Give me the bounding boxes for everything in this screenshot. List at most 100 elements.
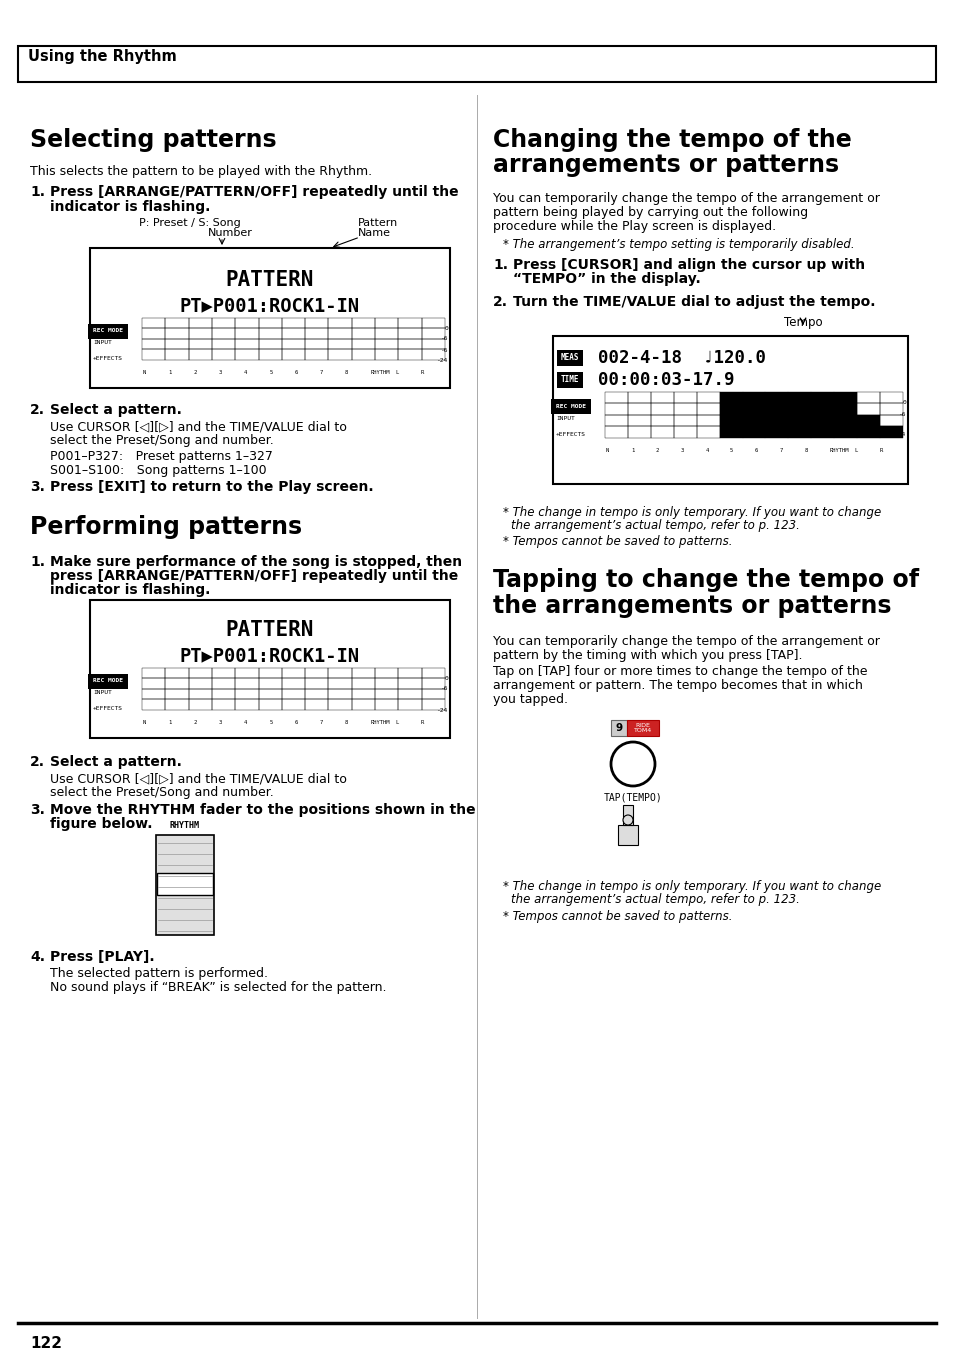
Bar — [604, 426, 627, 438]
Text: 3.: 3. — [30, 480, 45, 494]
Bar — [165, 317, 189, 328]
Bar — [673, 403, 696, 415]
Bar — [833, 426, 856, 438]
Bar — [189, 317, 212, 328]
Text: 7: 7 — [779, 449, 782, 454]
Bar — [305, 339, 328, 349]
Bar — [553, 336, 907, 484]
Text: pattern being played by carrying out the following: pattern being played by carrying out the… — [493, 205, 807, 219]
Bar — [375, 698, 398, 709]
Bar — [627, 392, 650, 403]
Bar — [622, 805, 633, 825]
Bar — [328, 698, 352, 709]
Text: PT▶P001:ROCK1-IN: PT▶P001:ROCK1-IN — [180, 296, 359, 316]
Bar — [142, 678, 165, 689]
Text: 3.: 3. — [30, 802, 45, 817]
Text: RHYTHM: RHYTHM — [828, 449, 848, 454]
Bar — [352, 667, 375, 678]
Circle shape — [622, 815, 633, 825]
Text: arrangements or patterns: arrangements or patterns — [493, 153, 839, 177]
Text: figure below.: figure below. — [50, 817, 152, 831]
Bar — [142, 328, 165, 339]
Text: 8: 8 — [803, 449, 807, 454]
Bar — [764, 415, 787, 426]
Bar — [626, 720, 659, 736]
Text: 2: 2 — [193, 370, 196, 376]
Bar — [627, 403, 650, 415]
Text: L: L — [395, 370, 398, 376]
Text: “TEMPO” in the display.: “TEMPO” in the display. — [513, 272, 700, 286]
Bar — [165, 689, 189, 698]
Bar — [281, 678, 305, 689]
Bar — [627, 415, 650, 426]
Text: indicator is flashing.: indicator is flashing. — [50, 584, 211, 597]
Text: 1: 1 — [168, 720, 172, 725]
Text: 0: 0 — [444, 326, 448, 331]
Bar — [856, 426, 880, 438]
Text: * The arrangement’s tempo setting is temporarily disabled.: * The arrangement’s tempo setting is tem… — [502, 238, 854, 251]
Bar — [212, 349, 235, 359]
Bar — [235, 678, 258, 689]
Bar — [421, 678, 444, 689]
Text: Press [EXIT] to return to the Play screen.: Press [EXIT] to return to the Play scree… — [50, 480, 374, 494]
Bar — [719, 426, 741, 438]
Text: Use CURSOR [◁][▷] and the TIME/VALUE dial to: Use CURSOR [◁][▷] and the TIME/VALUE dia… — [50, 771, 347, 785]
Text: Changing the tempo of the: Changing the tempo of the — [493, 128, 851, 153]
Text: 3: 3 — [218, 720, 222, 725]
Bar — [328, 328, 352, 339]
Text: MEAS: MEAS — [560, 354, 578, 362]
Bar — [810, 403, 833, 415]
Text: select the Preset/Song and number.: select the Preset/Song and number. — [50, 786, 274, 798]
Bar — [189, 678, 212, 689]
Text: 8: 8 — [345, 720, 348, 725]
Bar — [235, 349, 258, 359]
Text: Press [CURSOR] and align the cursor up with: Press [CURSOR] and align the cursor up w… — [513, 258, 864, 272]
Bar — [421, 349, 444, 359]
Text: 8: 8 — [345, 370, 348, 376]
Text: RHYTHM: RHYTHM — [370, 720, 390, 725]
Bar — [650, 415, 673, 426]
Bar — [810, 415, 833, 426]
Text: 2.: 2. — [30, 755, 45, 769]
Text: you tapped.: you tapped. — [493, 693, 567, 707]
Text: 4.: 4. — [30, 950, 45, 965]
Bar — [90, 600, 450, 738]
Text: P001–P327: Preset patterns 1–327: P001–P327: Preset patterns 1–327 — [50, 450, 273, 463]
Text: -6: -6 — [440, 347, 448, 353]
Bar — [375, 349, 398, 359]
Bar — [142, 339, 165, 349]
Bar — [421, 328, 444, 339]
Text: R: R — [420, 720, 423, 725]
Bar — [673, 415, 696, 426]
Bar — [142, 667, 165, 678]
Text: -24: -24 — [436, 708, 448, 712]
Bar — [421, 317, 444, 328]
Text: arrangement or pattern. The tempo becomes that in which: arrangement or pattern. The tempo become… — [493, 680, 862, 692]
Text: You can temporarily change the tempo of the arrangement or: You can temporarily change the tempo of … — [493, 635, 879, 648]
Bar — [696, 415, 719, 426]
Text: Tempo: Tempo — [782, 316, 821, 330]
Bar — [258, 328, 281, 339]
Text: 1.: 1. — [493, 258, 507, 272]
Bar — [212, 667, 235, 678]
Bar — [650, 426, 673, 438]
Text: +EFFECTS: +EFFECTS — [92, 705, 123, 711]
Bar — [142, 317, 165, 328]
Text: the arrangement’s actual tempo, refer to p. 123.: the arrangement’s actual tempo, refer to… — [511, 519, 799, 532]
Text: -24: -24 — [436, 358, 448, 362]
Text: REC MODE: REC MODE — [92, 328, 123, 334]
Bar — [673, 392, 696, 403]
Bar — [305, 349, 328, 359]
Text: procedure while the Play screen is displayed.: procedure while the Play screen is displ… — [493, 220, 776, 232]
Bar — [719, 415, 741, 426]
Bar — [18, 46, 935, 82]
Bar — [328, 667, 352, 678]
Bar — [833, 392, 856, 403]
Text: N: N — [143, 720, 146, 725]
Bar — [618, 825, 638, 844]
Bar — [189, 667, 212, 678]
Text: 4: 4 — [244, 370, 247, 376]
Text: RIDE
TOM4: RIDE TOM4 — [633, 723, 652, 734]
Bar — [212, 678, 235, 689]
Circle shape — [610, 742, 655, 786]
